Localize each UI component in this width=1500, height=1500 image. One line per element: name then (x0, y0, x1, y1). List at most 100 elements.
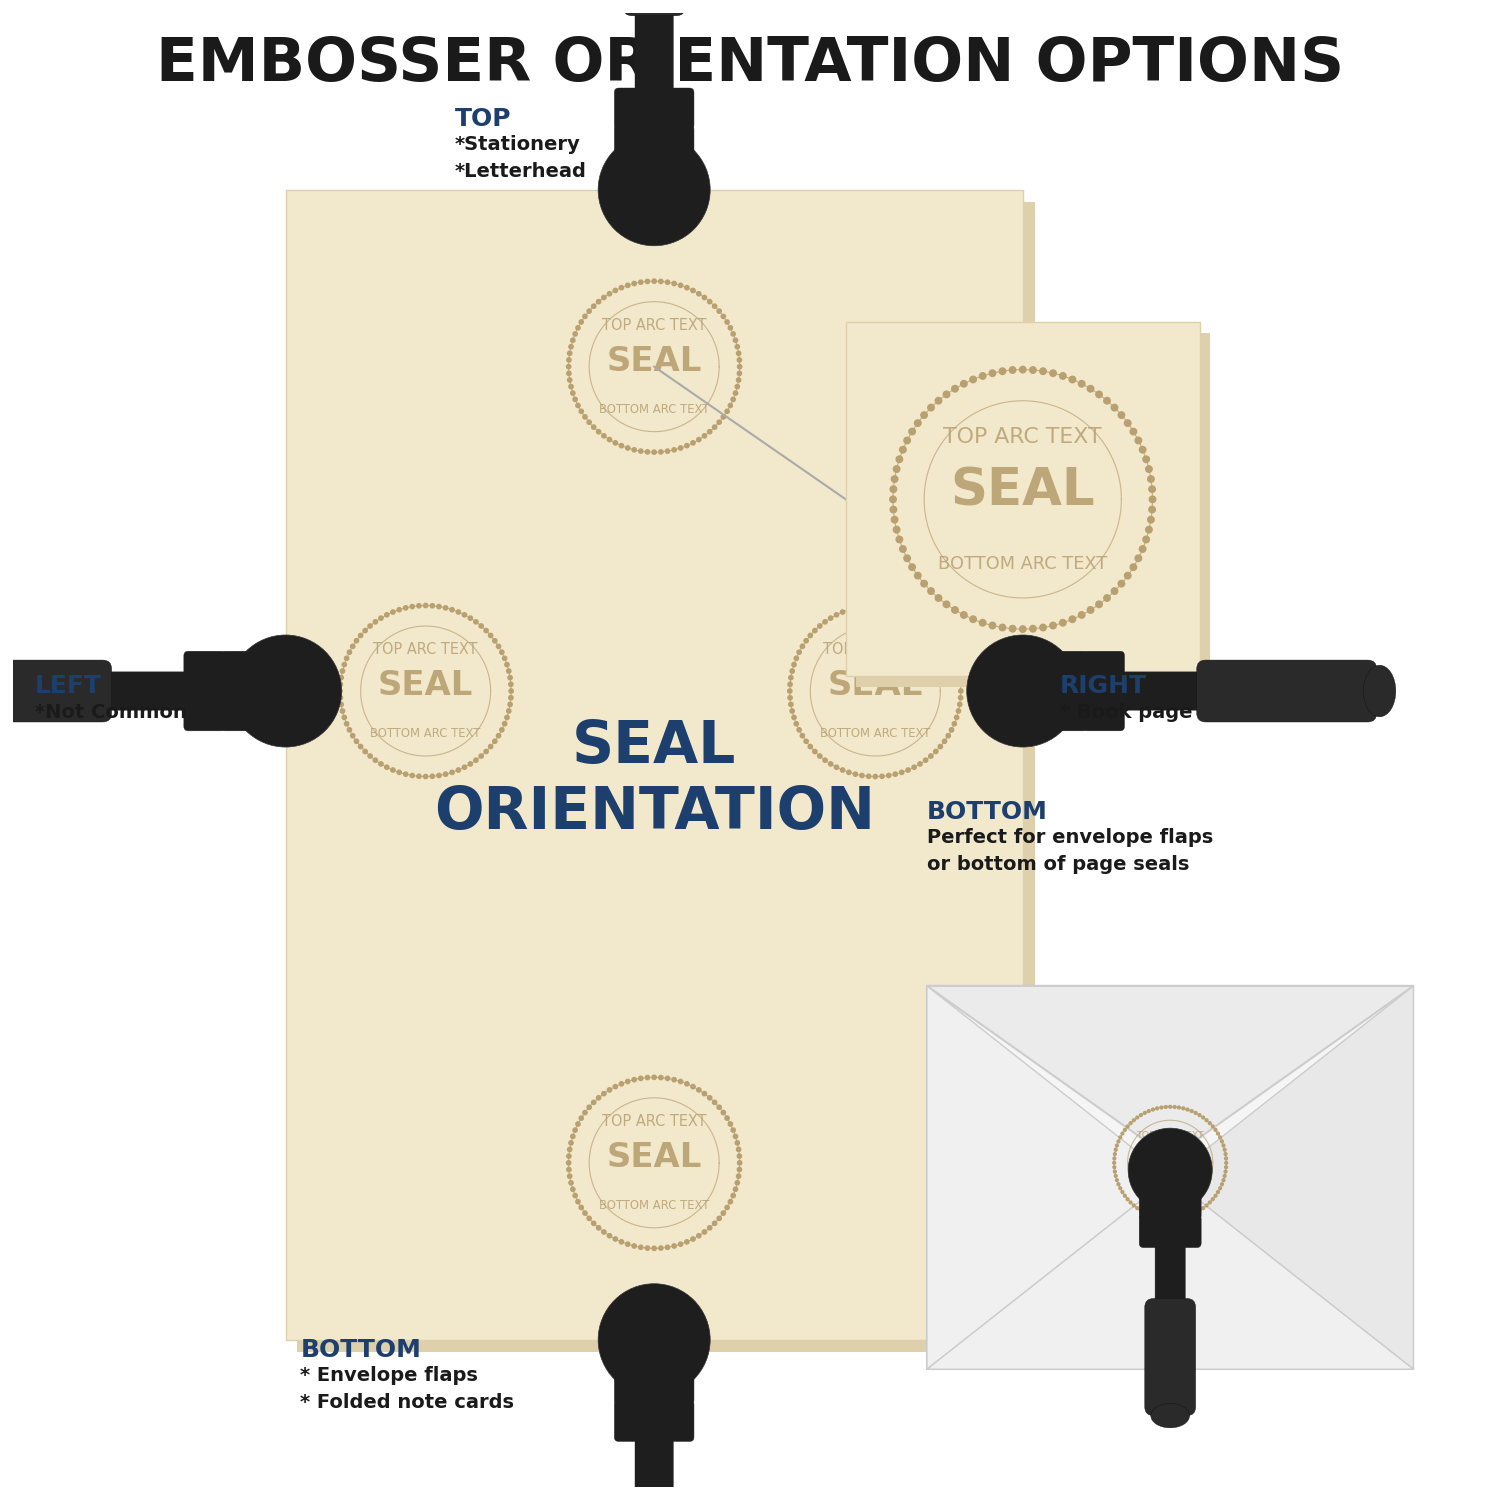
Circle shape (1136, 555, 1142, 561)
Circle shape (620, 285, 624, 290)
Circle shape (573, 1128, 578, 1132)
Bar (846, 322, 1200, 676)
Circle shape (1140, 546, 1146, 552)
Circle shape (392, 610, 394, 614)
Circle shape (586, 309, 591, 314)
Circle shape (980, 620, 986, 626)
Circle shape (944, 392, 950, 398)
Circle shape (570, 338, 574, 342)
Circle shape (478, 754, 483, 758)
Circle shape (626, 1080, 630, 1083)
Circle shape (933, 750, 938, 753)
Circle shape (348, 728, 351, 732)
Circle shape (1148, 516, 1154, 524)
Circle shape (666, 1245, 669, 1250)
Circle shape (1143, 536, 1149, 543)
Text: LEFT: LEFT (34, 675, 102, 699)
Circle shape (484, 750, 488, 753)
Circle shape (1114, 1174, 1118, 1178)
Circle shape (1178, 1106, 1180, 1108)
Text: SEAL
ORIENTATION: SEAL ORIENTATION (433, 718, 874, 842)
Circle shape (567, 1174, 572, 1179)
Circle shape (936, 596, 942, 602)
Text: SEAL: SEAL (1138, 1149, 1202, 1170)
Circle shape (410, 774, 414, 777)
Circle shape (1078, 381, 1084, 387)
Circle shape (1096, 602, 1102, 608)
Circle shape (1078, 612, 1084, 618)
Circle shape (678, 284, 682, 288)
Circle shape (794, 656, 798, 660)
Circle shape (678, 1242, 682, 1246)
Circle shape (351, 644, 355, 648)
Circle shape (506, 716, 509, 720)
Circle shape (672, 1077, 676, 1082)
Circle shape (728, 404, 732, 408)
Circle shape (1112, 588, 1118, 594)
Circle shape (489, 633, 494, 638)
Circle shape (886, 774, 891, 777)
Circle shape (1155, 1107, 1158, 1110)
Circle shape (880, 774, 884, 778)
Circle shape (957, 675, 962, 680)
Circle shape (584, 1210, 586, 1215)
Bar (297, 201, 1035, 1352)
Text: TOP ARC TEXT: TOP ARC TEXT (602, 318, 706, 333)
Circle shape (568, 1180, 573, 1185)
Circle shape (614, 1084, 618, 1089)
Circle shape (430, 774, 435, 778)
Circle shape (950, 728, 954, 732)
Circle shape (1160, 1106, 1162, 1108)
Circle shape (503, 722, 507, 726)
Circle shape (717, 309, 722, 314)
Circle shape (1118, 580, 1125, 586)
Circle shape (567, 364, 572, 369)
Text: SEAL: SEAL (951, 466, 1095, 516)
Circle shape (608, 1088, 612, 1092)
Circle shape (507, 669, 512, 674)
Circle shape (1132, 1204, 1136, 1208)
FancyBboxPatch shape (615, 1364, 695, 1404)
Circle shape (586, 1106, 591, 1110)
Circle shape (796, 650, 801, 654)
Circle shape (1020, 626, 1026, 633)
FancyBboxPatch shape (634, 4, 674, 92)
Circle shape (950, 650, 954, 654)
Circle shape (474, 620, 478, 624)
Circle shape (567, 351, 572, 355)
Circle shape (576, 1200, 580, 1204)
Circle shape (339, 702, 344, 706)
Circle shape (1116, 1144, 1119, 1148)
Circle shape (567, 378, 572, 382)
Circle shape (342, 663, 346, 666)
Text: SEAL: SEAL (378, 669, 474, 702)
Circle shape (632, 1244, 636, 1248)
Circle shape (567, 1167, 572, 1172)
Circle shape (970, 376, 976, 382)
Circle shape (354, 639, 358, 644)
Circle shape (468, 616, 472, 621)
Circle shape (1212, 1198, 1214, 1200)
Circle shape (942, 740, 946, 744)
Circle shape (717, 1106, 722, 1110)
Circle shape (1216, 1132, 1219, 1136)
Circle shape (1202, 1208, 1204, 1209)
Circle shape (602, 1230, 606, 1234)
Circle shape (380, 762, 382, 766)
Circle shape (859, 774, 864, 777)
Circle shape (1186, 1108, 1190, 1112)
Circle shape (912, 612, 916, 616)
Circle shape (712, 424, 717, 429)
Circle shape (702, 433, 706, 438)
Circle shape (958, 688, 963, 693)
Circle shape (1209, 1122, 1210, 1125)
Text: BOTTOM: BOTTOM (300, 1338, 422, 1362)
Circle shape (824, 758, 827, 762)
Circle shape (1164, 1106, 1167, 1108)
Circle shape (1010, 368, 1016, 374)
Polygon shape (927, 986, 1170, 1370)
Text: SEAL: SEAL (828, 669, 922, 702)
Circle shape (813, 628, 818, 633)
Circle shape (639, 448, 644, 453)
Circle shape (1224, 1149, 1226, 1150)
